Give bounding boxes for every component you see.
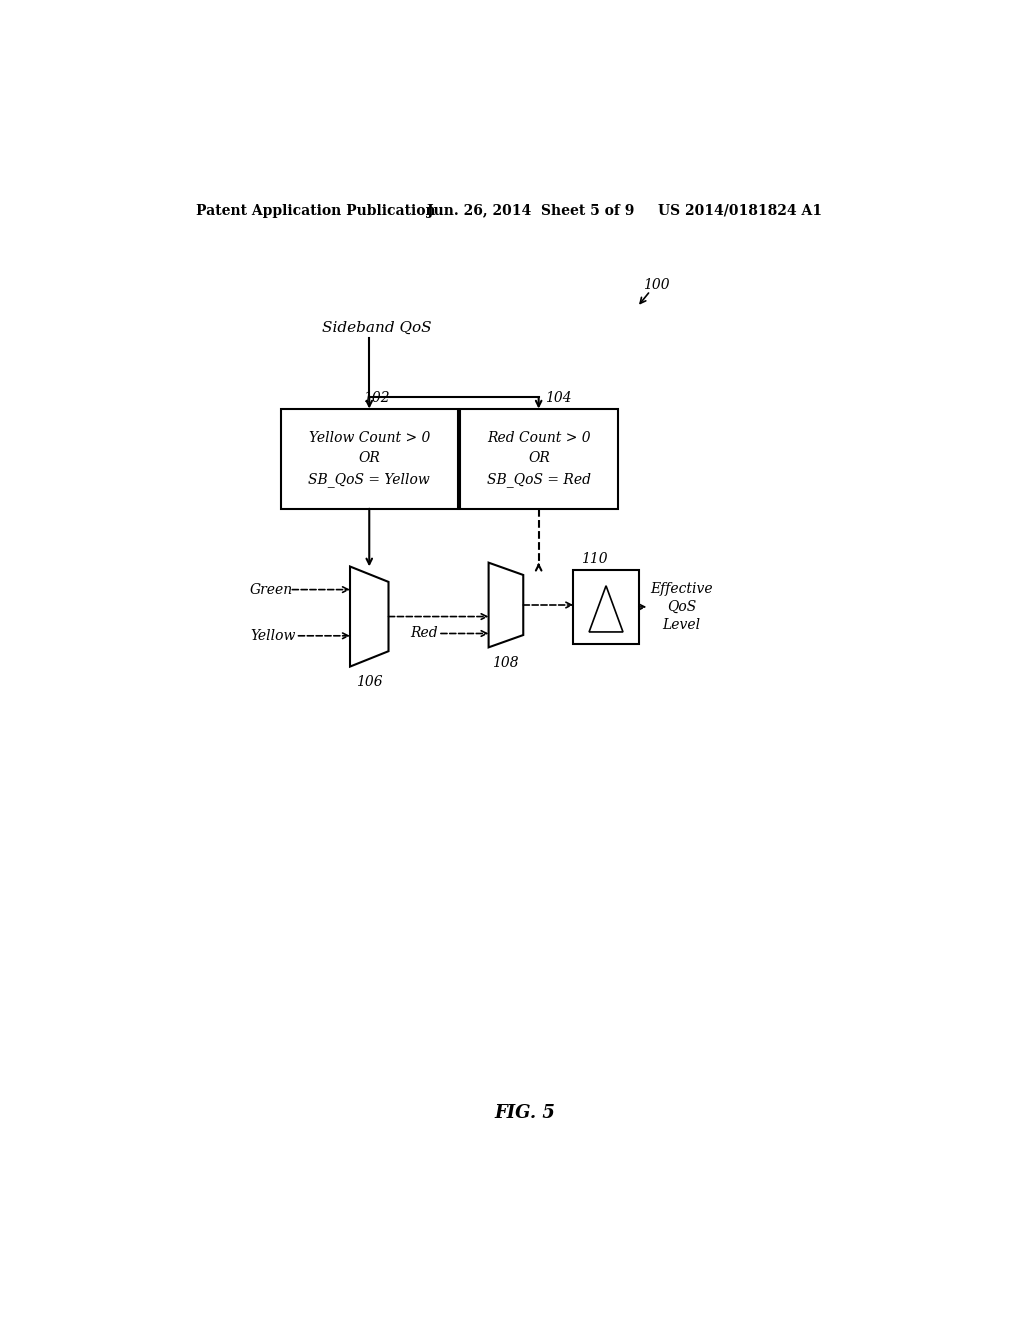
- Text: US 2014/0181824 A1: US 2014/0181824 A1: [658, 203, 822, 218]
- Text: Yellow: Yellow: [250, 628, 295, 643]
- Text: Red Count > 0
OR
SB_QoS = Red: Red Count > 0 OR SB_QoS = Red: [487, 430, 591, 487]
- Polygon shape: [488, 562, 523, 647]
- Text: Green: Green: [250, 582, 293, 597]
- Text: 100: 100: [643, 279, 670, 293]
- Bar: [460, 409, 617, 508]
- Text: 102: 102: [364, 391, 390, 405]
- Text: Yellow Count > 0
OR
SB_QoS = Yellow: Yellow Count > 0 OR SB_QoS = Yellow: [308, 430, 430, 487]
- Polygon shape: [589, 586, 623, 632]
- Text: Red: Red: [410, 627, 437, 640]
- Text: Sideband QoS: Sideband QoS: [322, 321, 431, 335]
- Text: Patent Application Publication: Patent Application Publication: [196, 203, 435, 218]
- Bar: [281, 409, 458, 508]
- Polygon shape: [350, 566, 388, 667]
- Text: Effective
QoS
Level: Effective QoS Level: [650, 582, 713, 632]
- Text: FIG. 5: FIG. 5: [495, 1105, 555, 1122]
- Text: 110: 110: [581, 552, 607, 566]
- Text: 108: 108: [493, 656, 519, 669]
- Text: Jun. 26, 2014  Sheet 5 of 9: Jun. 26, 2014 Sheet 5 of 9: [427, 203, 635, 218]
- Text: 104: 104: [545, 391, 571, 405]
- Text: 106: 106: [356, 675, 383, 689]
- Bar: [573, 570, 639, 644]
